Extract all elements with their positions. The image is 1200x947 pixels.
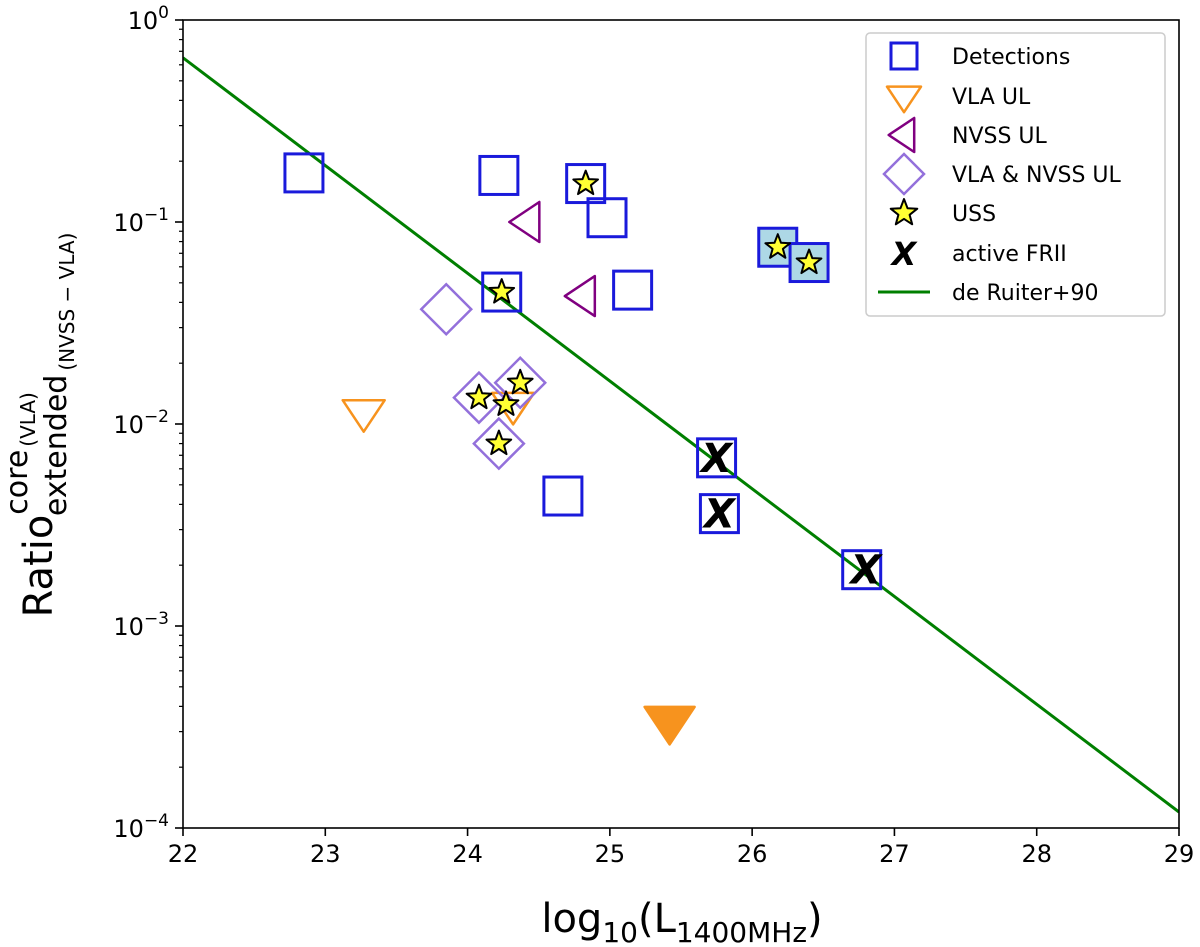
y-tick-label: 10−1: [113, 205, 169, 237]
nvss-ul-marker: [563, 274, 597, 318]
uss-star-marker: [506, 368, 534, 395]
legend-box: [865, 32, 1166, 317]
legend-label-vla-ul: VLA UL: [952, 85, 1031, 110]
y-tick-label: 10−2: [113, 407, 169, 439]
legend-uss-icon: [889, 198, 919, 226]
active-frii-marker: X: [701, 492, 737, 538]
uss-star-marker: [795, 248, 823, 275]
active-frii-marker: X: [698, 436, 734, 482]
vla-nvss-ul-marker: [452, 370, 506, 425]
vla-nvss-ul-marker: [493, 355, 547, 410]
x-axis-title: log10(L1400MHz): [541, 896, 822, 947]
detection-marker: [698, 493, 740, 535]
legend-label-uss: USS: [952, 202, 996, 227]
detection-marker: [696, 437, 738, 479]
detection-marker: [565, 163, 607, 205]
vla-nvss-ul-marker: [419, 282, 473, 336]
uss-star-marker: [764, 233, 792, 259]
legend-detections-icon: [889, 41, 919, 71]
uss-star-marker: [465, 383, 493, 410]
legend-label-active-frii: active FRII: [952, 242, 1067, 267]
x-tick-label: 25: [595, 840, 626, 868]
uss-star-marker: [492, 390, 520, 416]
x-tick-label: 26: [737, 840, 768, 868]
fit-line-layer: [183, 56, 1179, 814]
uss-star-marker: [488, 278, 516, 304]
detection-marker: [586, 197, 628, 239]
x-tick-label: 28: [1021, 840, 1052, 868]
legend: X Detections VLA UL NVSS UL VLA & NVSS U…: [865, 32, 1166, 317]
x-tick-label: 22: [168, 840, 199, 868]
legend-active-frii-icon: X: [890, 235, 918, 273]
detection-marker: [481, 271, 523, 313]
legend-label-de-ruiter: de Ruiter+90: [952, 281, 1098, 306]
detection-marker: [612, 269, 654, 311]
x-tick-label: 29: [1164, 840, 1195, 868]
y-axis-title: Ratiocore(VLA)extended(NVSS − VLA): [0, 233, 79, 618]
de-ruiter-line: [183, 56, 1179, 814]
y-tick-label: 100: [128, 3, 169, 35]
legend-label-nvss-ul: NVSS UL: [952, 124, 1048, 149]
detection-marker: [478, 154, 520, 196]
detection-marker: [841, 549, 883, 591]
legend-label-detections: Detections: [952, 45, 1070, 70]
x-tick-label: 23: [310, 840, 341, 868]
axis-ticks: 22 23 24 25 26 27 28 29 100 10−1 10−2 10−3 10−4: [113, 3, 1194, 868]
active-frii-marker: X: [848, 548, 884, 594]
x-tick-label: 24: [452, 840, 483, 868]
detection-marker: [542, 475, 584, 517]
uss-star-marker: [572, 169, 599, 196]
x-tick-label: 27: [879, 840, 910, 868]
vla-ul-marker: [643, 705, 696, 746]
svg-text:Ratiocore(VLA)extended(NVSS −: Ratiocore(VLA)extended(NVSS − VLA): [0, 233, 79, 618]
legend-label-vla-nvss-ul: VLA & NVSS UL: [952, 163, 1122, 188]
legend-vla-nvss-ul-icon: [882, 152, 926, 196]
legend-vla-ul-icon: [885, 85, 923, 114]
marker-layer: XXX: [283, 152, 884, 746]
legend-symbols: X: [878, 41, 930, 294]
vla-nvss-ul-marker: [472, 416, 526, 471]
detection-marker: [283, 152, 325, 194]
vla-ul-marker: [341, 398, 386, 433]
y-tick-label: 10−3: [113, 609, 169, 641]
legend-nvss-ul-icon: [887, 116, 916, 154]
uss-star-marker: [485, 429, 513, 456]
y-tick-label: 10−4: [113, 811, 169, 843]
plot-frame: [182, 19, 1180, 829]
nvss-ul-marker: [508, 200, 541, 244]
